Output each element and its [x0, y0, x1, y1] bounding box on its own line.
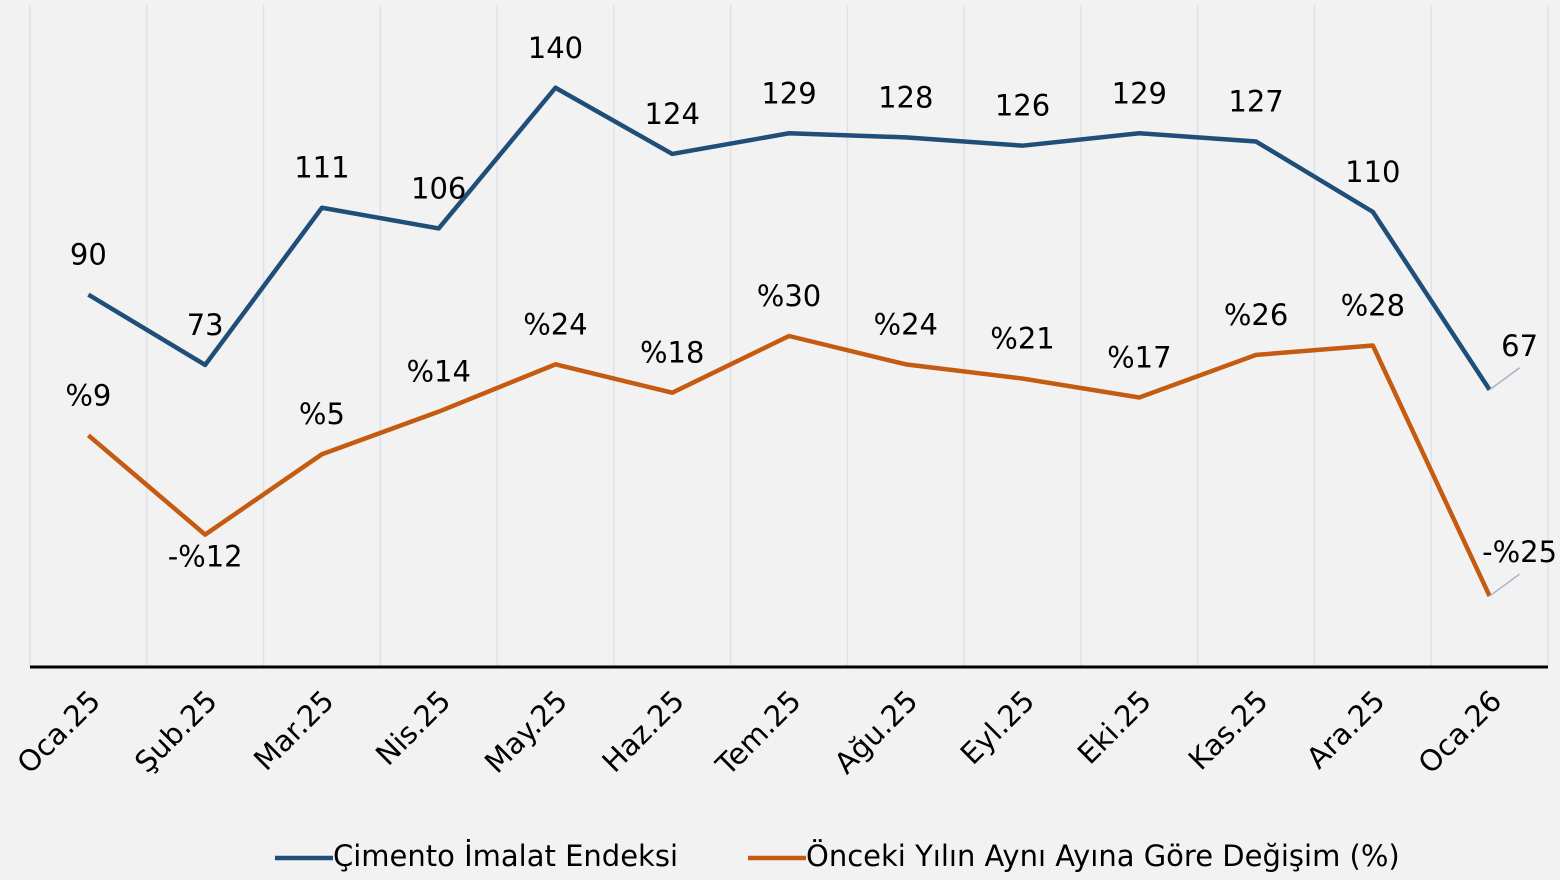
line	[86, 333, 1492, 598]
data-label: %21	[990, 322, 1054, 356]
x-tick-label: Nis.25	[369, 684, 457, 772]
data-label: 140	[528, 31, 583, 65]
leader-line	[1489, 367, 1521, 391]
data-label: %14	[406, 355, 470, 389]
legend-label: Çimento İmalat Endeksi	[333, 839, 678, 873]
x-tick-label: Ara.25	[1300, 684, 1392, 776]
data-label: 124	[645, 97, 700, 131]
data-label: 111	[294, 151, 349, 185]
x-tick-label: Tem.25	[709, 684, 808, 783]
x-tick-label: Ağu.25	[828, 684, 925, 781]
x-tick-label: Oca.25	[10, 684, 107, 781]
data-label: %18	[640, 336, 704, 370]
x-tick-label: Eki.25	[1071, 684, 1158, 771]
data-label: 127	[1228, 85, 1283, 119]
data-label: 126	[995, 89, 1050, 123]
x-tick-label: Şub.25	[128, 684, 224, 780]
x-tick-label: May.25	[478, 684, 574, 780]
data-label: %5	[299, 397, 345, 431]
leader-line	[1489, 573, 1521, 597]
x-tick-label: Mar.25	[247, 684, 340, 777]
data-label: %17	[1107, 340, 1171, 374]
data-label: %28	[1341, 288, 1405, 322]
data-label: %24	[523, 307, 587, 341]
x-tick-label: Oca.26	[1412, 684, 1509, 781]
x-tick-label: Kas.25	[1182, 684, 1275, 777]
data-label: %26	[1224, 298, 1288, 332]
data-label: %9	[65, 378, 111, 412]
data-label: 67	[1501, 329, 1538, 363]
data-label: -%12	[168, 540, 243, 574]
data-label: %24	[874, 307, 938, 341]
data-label: 90	[70, 238, 107, 272]
data-label: 73	[187, 308, 224, 342]
x-tick-label: Eyl.25	[954, 684, 1041, 771]
data-label: -%25	[1482, 535, 1557, 569]
data-label: 128	[878, 80, 933, 114]
data-label: 106	[411, 171, 466, 205]
x-tick-label: Haz.25	[595, 684, 690, 779]
legend-label: Önceki Yılın Aynı Ayına Göre Değişim (%)	[806, 839, 1400, 873]
line	[87, 85, 1492, 392]
data-label: 129	[761, 76, 816, 110]
data-label: 129	[1112, 76, 1167, 110]
data-label: %30	[757, 279, 821, 313]
data-label: 110	[1345, 155, 1400, 189]
